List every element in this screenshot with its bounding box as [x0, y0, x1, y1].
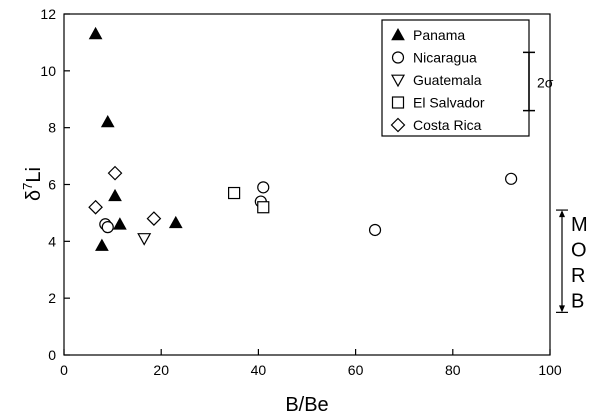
legend-marker-costa-rica: [390, 117, 406, 133]
morb-letter: O: [571, 239, 587, 261]
el-salvador-point: [228, 186, 241, 200]
morb-arrow-down: [559, 305, 565, 313]
x-tick-label: 100: [538, 362, 562, 378]
costa-rica-point: [146, 211, 162, 226]
y-tick-label: 12: [40, 6, 56, 22]
x-axis-label: B/Be: [285, 394, 328, 416]
x-tick-label: 40: [251, 362, 267, 378]
y-tick-label: 10: [40, 63, 56, 79]
y-axis-label-superscript: 7: [20, 183, 35, 190]
legend-box: [381, 19, 530, 137]
morb-letter: M: [571, 214, 588, 236]
legend-marker-nicaragua: [391, 51, 405, 64]
axis-ticks: [63, 13, 551, 356]
y-tick-label: 4: [48, 233, 56, 249]
morb-arrow-up: [559, 210, 565, 218]
y-tick-label: 8: [48, 120, 56, 136]
morb-letter: R: [571, 265, 585, 287]
panama-point: [95, 238, 109, 251]
panama-point: [100, 114, 115, 128]
legend-label-nicaragua: Nicaragua: [413, 50, 477, 66]
costa-rica-point: [88, 199, 103, 215]
legend: Panama Nicaragua Guatemala El Salvador Costa…: [381, 19, 530, 137]
y-axis-label: δ7Li: [20, 167, 45, 201]
panama-point: [88, 26, 103, 40]
legend-marker-panama: [391, 27, 405, 41]
costa-rica-point: [107, 165, 123, 181]
nicaragua-point: [257, 181, 270, 194]
nicaragua-point: [505, 172, 518, 185]
guatemala-point: [137, 233, 152, 246]
y-axis-label-delta: δ: [23, 190, 45, 201]
x-tick-label: 20: [153, 362, 169, 378]
panama-point: [113, 217, 127, 230]
legend-marker-guatemala: [390, 74, 406, 88]
legend-label-panama: Panama: [413, 27, 465, 43]
panama-point: [168, 215, 183, 229]
legend-marker-el-salvador: [391, 96, 405, 109]
nicaragua-point: [101, 221, 114, 234]
legend-label-costa-rica: Costa Rica: [413, 117, 482, 133]
y-tick-label: 2: [48, 290, 56, 306]
x-tick-label: 60: [348, 362, 364, 378]
y-tick-label: 6: [48, 177, 56, 193]
data-points: [88, 26, 518, 251]
morb-letter: B: [571, 291, 584, 313]
axis-tick-labels: 0 20 40 60 80 100 0 2 4 6 8 10 12: [40, 6, 561, 378]
legend-label-guatemala: Guatemala: [413, 72, 482, 88]
x-tick-label: 80: [445, 362, 461, 378]
x-tick-label: 0: [60, 362, 68, 378]
y-tick-label: 0: [48, 347, 56, 363]
panama-point: [108, 188, 122, 202]
nicaragua-point: [368, 223, 382, 237]
y-axis-label-li: Li: [23, 167, 45, 183]
error-bar-label: 2σ: [537, 74, 554, 90]
legend-label-el-salvador: El Salvador: [413, 95, 485, 111]
el-salvador-point: [257, 201, 270, 214]
